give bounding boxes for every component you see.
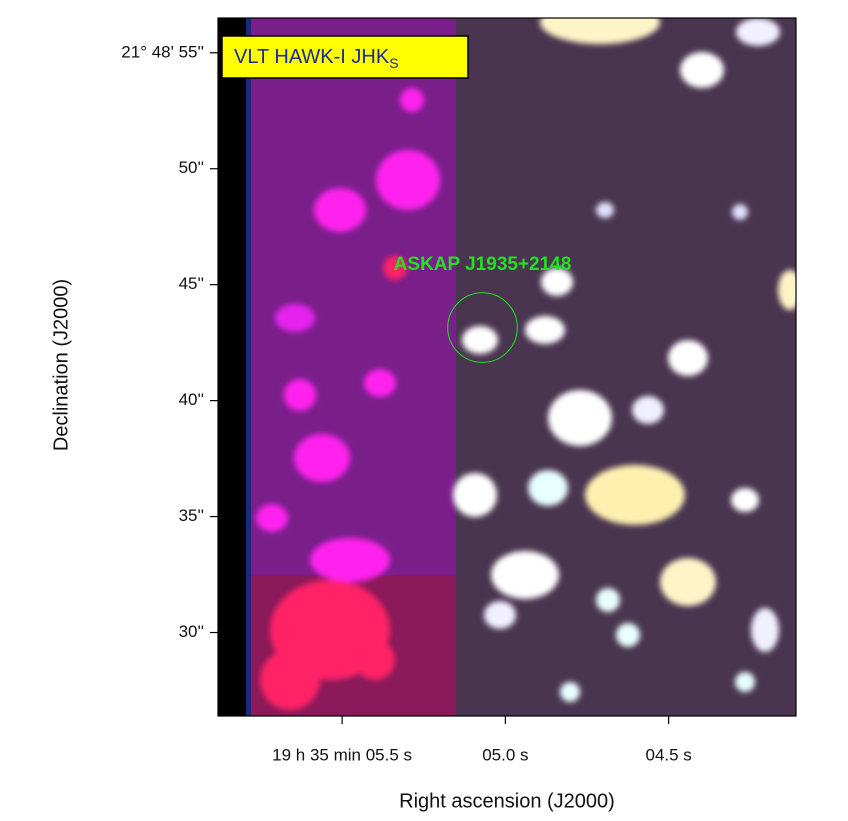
y-tick-label: 45'' xyxy=(179,274,204,293)
x-axis-label: Right ascension (J2000) xyxy=(399,790,615,812)
y-tick-label: 30'' xyxy=(179,622,204,641)
y-tick-label: 50'' xyxy=(179,158,204,177)
y-tick-label: 35'' xyxy=(179,506,204,525)
x-tick-label: 04.5 s xyxy=(645,745,691,764)
source-marker xyxy=(447,292,518,363)
title-subscript: S xyxy=(389,55,398,71)
y-tick-label: 40'' xyxy=(179,390,204,409)
y-tick-label: 21° 48' 55'' xyxy=(121,42,204,61)
title-text: VLT HAWK-I JHK xyxy=(234,46,390,68)
plot-frame xyxy=(217,17,797,717)
x-tick-label: 05.0 s xyxy=(482,745,528,764)
title-box xyxy=(221,35,469,79)
title: VLT HAWK-I JHKS xyxy=(234,46,399,70)
sky-image xyxy=(218,18,796,716)
x-tick-label: 19 h 35 min 05.5 s xyxy=(272,745,412,764)
source-label: ASKAP J1935+2148 xyxy=(394,254,572,275)
y-axis-label: Declination (J2000) xyxy=(50,279,72,451)
